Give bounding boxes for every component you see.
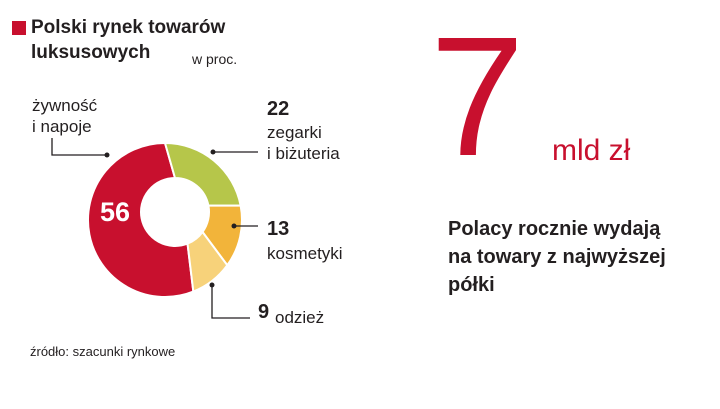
slice-category-label: i biżuteria (267, 144, 340, 163)
slice-category-label: żywność (32, 96, 98, 115)
big-number: 7 (430, 2, 525, 192)
pie-slice (87, 141, 195, 298)
chart-title-line: luksusowych (31, 42, 151, 63)
leader-line (51, 138, 107, 156)
chart-title-line: Polski rynek towarów (31, 17, 226, 38)
leader-lines (51, 138, 258, 319)
leader-dot (209, 282, 215, 288)
title-marker (12, 21, 26, 35)
source-note: źródło: szacunki rynkowe (30, 344, 176, 359)
leader-dot (231, 223, 237, 229)
headline-line: na towary z najwyższej (448, 246, 666, 268)
pie-slice (163, 141, 242, 207)
slice-category-label: odzież (275, 308, 324, 327)
slice-value-label: 56 (100, 197, 130, 227)
headline-line: Polacy rocznie wydają (448, 218, 661, 240)
leader-dot (104, 152, 110, 158)
slice-value-label: 22 (267, 98, 289, 120)
slice-category-label: zegarki (267, 123, 322, 142)
headline-line: półki (448, 274, 495, 296)
slice-category-label: kosmetyki (267, 244, 343, 263)
slice-value-label: 9 (258, 301, 269, 323)
big-number-unit: mld zł (552, 134, 631, 167)
slice-category-label: i napoje (32, 117, 92, 136)
slice-labels: 56 żywność i napoje 22 zegarki i biżuteria 13 k… (32, 96, 343, 327)
pie-chart: 56 żywność i napoje 22 zegarki i biżuteria 13 k… (32, 96, 343, 327)
pie-slices (87, 141, 243, 298)
leader-line (211, 285, 250, 319)
slice-value-label: 13 (267, 218, 289, 240)
pie-slice (186, 230, 229, 294)
leader-dot (210, 149, 216, 155)
chart-unit: w proc. (192, 51, 238, 67)
chart-title: Polski rynek towarów luksusowych (31, 15, 291, 65)
headline: Polacy rocznie wydają na towary z najwyż… (448, 215, 718, 299)
